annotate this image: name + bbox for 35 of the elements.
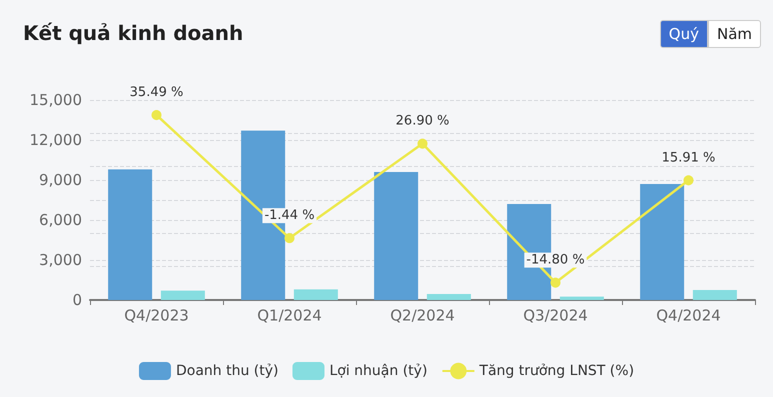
bar bbox=[560, 296, 604, 300]
point bbox=[550, 278, 560, 288]
legend-label: Doanh thu (tỷ) bbox=[176, 363, 278, 379]
bar bbox=[426, 294, 471, 300]
toggle-button: Năm bbox=[708, 20, 761, 48]
point bbox=[152, 110, 162, 120]
data-label: 15.91 % bbox=[662, 150, 716, 166]
point bbox=[684, 175, 694, 186]
data-label: 35.49 % bbox=[130, 85, 184, 100]
bar bbox=[108, 169, 152, 300]
x-tick-label: Q3/2024 bbox=[523, 306, 588, 324]
y-tick-label: 3,000 bbox=[39, 251, 82, 269]
legend-label: Lợi nhuận (tỷ) bbox=[329, 363, 428, 379]
bar bbox=[692, 290, 737, 300]
selected-toggle-button: Quý bbox=[660, 20, 708, 48]
data-label: -1.44 % bbox=[264, 208, 315, 224]
x-tick-label: Q4/2024 bbox=[656, 306, 721, 324]
data-label: 26.90 % bbox=[396, 114, 450, 129]
x-tick-label: Q4/2023 bbox=[124, 306, 189, 324]
y-tick-label: 12,000 bbox=[30, 131, 82, 149]
legend-label: Tăng trưởng LNST (%) bbox=[478, 363, 634, 379]
data-label: -14.80 % bbox=[526, 252, 585, 268]
bar bbox=[160, 290, 205, 300]
x-tick-label: Q1/2024 bbox=[257, 306, 322, 324]
bar bbox=[640, 184, 684, 300]
x-tick-label: Q2/2024 bbox=[390, 306, 455, 324]
y-tick-label: 0 bbox=[72, 291, 82, 309]
y-tick-label: 6,000 bbox=[39, 211, 82, 229]
bar bbox=[374, 172, 418, 300]
point bbox=[418, 138, 428, 149]
point bbox=[284, 233, 294, 244]
y-tick-label: 15,000 bbox=[30, 91, 82, 109]
y-tick-label: 9,000 bbox=[39, 171, 82, 189]
bar bbox=[294, 289, 338, 300]
chart-title: Kết quả kinh doanh bbox=[23, 21, 244, 45]
